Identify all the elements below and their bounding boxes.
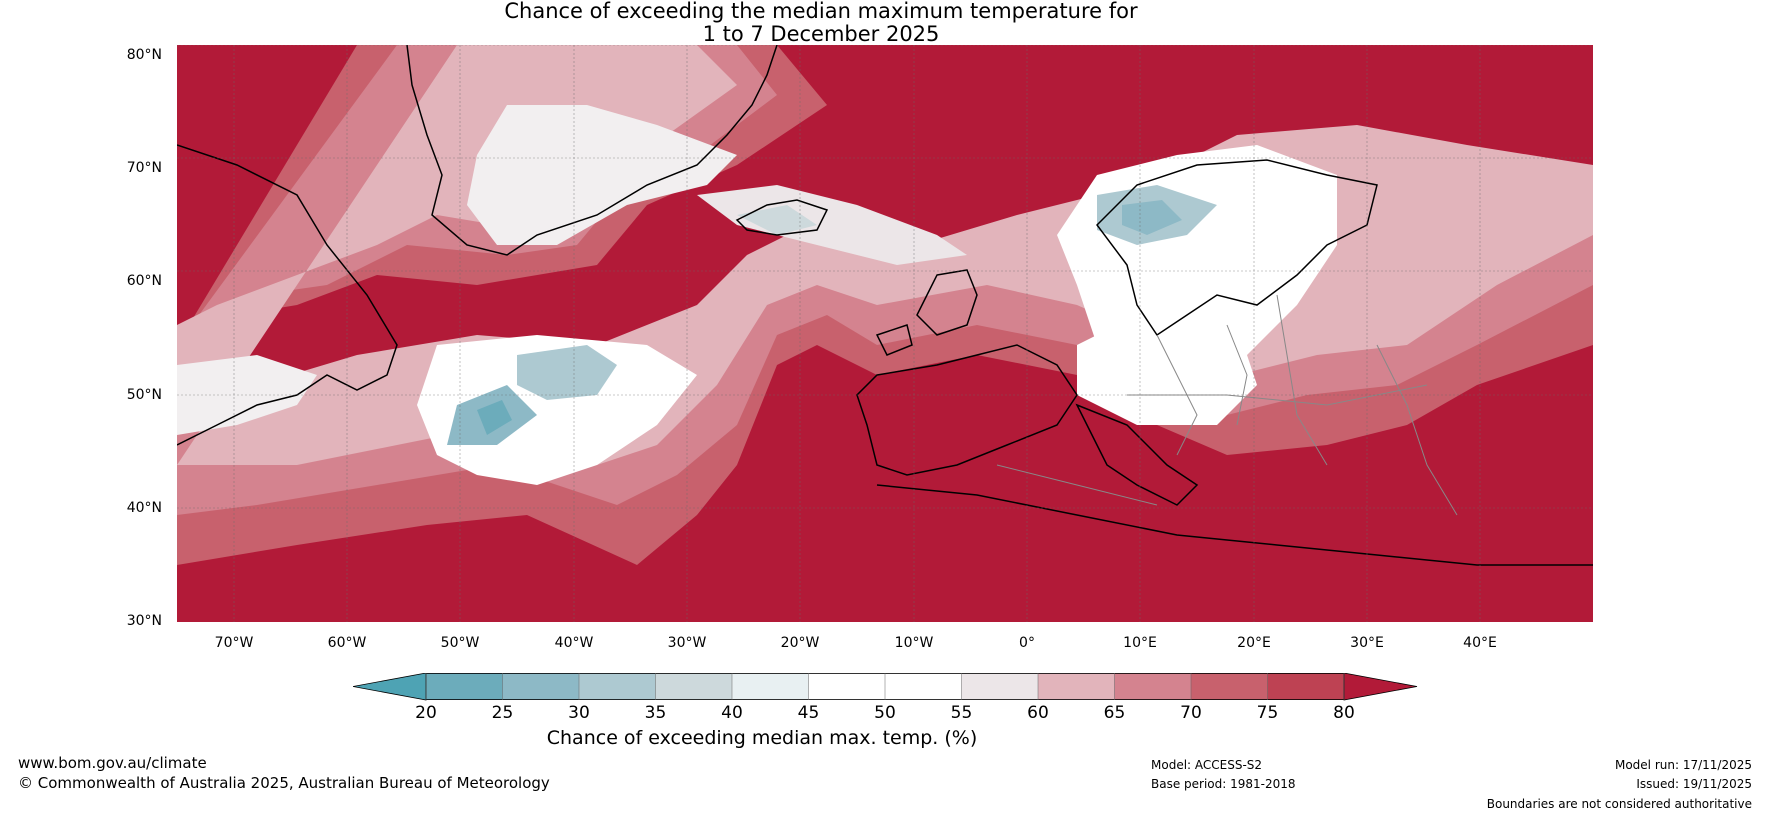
colorbar-tick-label: 30 [568,703,590,723]
region-scandinavia-blue-core [1122,200,1182,235]
colorbar-cell [1038,673,1115,700]
region-atlantic-blue [517,345,617,400]
copyright-text: © Commonwealth of Australia 2025, Austra… [18,774,550,792]
lon-label-10w: 10°W [894,635,934,651]
graticule [177,45,1593,622]
colorbar-cell [732,673,809,700]
colorbar-extend-low [353,673,427,701]
colorbar-label: Chance of exceeding median max. temp. (%… [546,727,978,749]
lat-label-80n: 80°N [126,47,162,63]
colorbar-tick-label: 55 [950,703,973,723]
forecast-map [177,45,1593,622]
colorbar-tick-label: 70 [1180,703,1202,723]
coastlines [177,45,1593,566]
colorbar-cell [808,673,886,700]
lon-label-0: 0° [1019,635,1035,651]
colorbar-tick-label: 45 [797,703,820,723]
colorbar-tick-label: 40 [721,703,743,723]
model-run-text: Model run: 17/11/2025 [1614,758,1752,772]
colorbar-cells [353,673,1418,701]
map-subtitle: 1 to 7 December 2025 [702,22,940,46]
colorbar-cell [1191,673,1268,700]
model-text: Model: ACCESS-S2 [1151,758,1263,772]
colorbar-cell [1114,673,1192,700]
region-atlantic-white [417,335,697,485]
lat-label-60n: 60°N [126,273,162,289]
lon-label-40w: 40°W [554,635,594,651]
colorbar-tick-label: 50 [874,703,896,723]
colorbar-cell [885,673,962,700]
lat-label-50n: 50°N [126,387,162,403]
colorbar-tick-label: 25 [491,703,514,723]
lon-label-10e: 10°E [1123,635,1157,651]
colorbar-tick-label: 60 [1027,703,1049,723]
base-period-text: Base period: 1981-2018 [1151,777,1296,791]
lat-label-70n: 70°N [126,160,162,176]
website-text: www.bom.gov.au/climate [18,754,207,772]
lon-label-20e: 20°E [1237,635,1271,651]
colorbar-cell [426,673,503,700]
lat-label-40n: 40°N [126,500,162,516]
region-iceland-white [697,185,967,265]
map-title: Chance of exceeding the median maximum t… [504,0,1138,23]
lon-label-60w: 60°W [327,635,367,651]
colorbar-extend-high [1343,673,1418,701]
region-greenland-white [467,105,737,245]
colorbar-cell [579,673,656,700]
colorbar-cell [655,673,733,700]
disclaimer-text: Boundaries are not considered authoritat… [1486,797,1752,811]
lon-label-30w: 30°W [667,635,707,651]
lon-label-30e: 30°E [1350,635,1384,651]
lon-label-70w: 70°W [214,635,254,651]
colorbar-tick-label: 65 [1103,703,1126,723]
lon-label-20w: 20°W [780,635,820,651]
map-canvas [177,45,1593,622]
lon-label-50w: 50°W [440,635,480,651]
colorbar-tick-label: 80 [1333,703,1355,723]
colorbar-cell [961,673,1039,700]
lon-label-40e: 40°E [1463,635,1497,651]
lat-label-30n: 30°N [126,613,162,629]
colorbar-tick-label: 20 [415,703,437,723]
colorbar-tick-label: 35 [644,703,667,723]
colorbar [353,673,1418,701]
issued-text: Issued: 19/11/2025 [1636,777,1752,791]
colorbar-tick-label: 75 [1256,703,1279,723]
region-iceland-blue [737,205,817,235]
colorbar-cell [1267,673,1345,700]
colorbar-cell [502,673,580,700]
region-atlantic-blue-core [477,400,512,435]
